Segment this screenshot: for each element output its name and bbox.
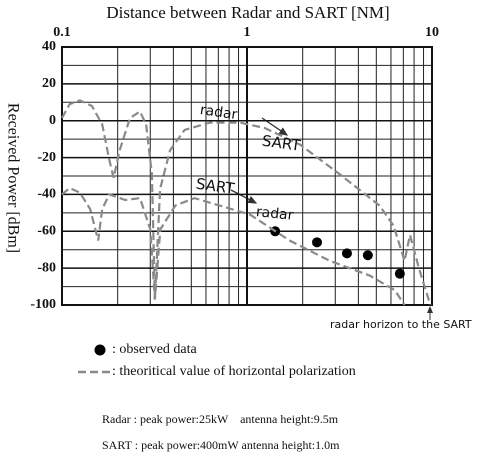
- theory-curve: [61, 186, 406, 306]
- chart-title: Distance between Radar and SART [NM]: [106, 3, 389, 22]
- y-tick-label: 40: [42, 39, 56, 54]
- y-tick-label: -80: [37, 260, 56, 275]
- observed-point: [394, 268, 405, 279]
- annotation: radar horizon to the SART: [330, 318, 472, 331]
- legend-label: : observed data: [112, 342, 198, 357]
- plot-frame: [61, 46, 433, 306]
- legend-label: : theoritical value of horizontal polari…: [112, 364, 356, 379]
- annotation: SART: [261, 132, 303, 155]
- observed-point: [362, 250, 373, 261]
- annotation: SART: [195, 175, 237, 198]
- y-tick-label: -100: [30, 297, 56, 312]
- y-tick-label: -20: [37, 150, 56, 165]
- annotation-arrow: [230, 189, 258, 204]
- y-tick-label: -60: [37, 224, 56, 239]
- annotation: radar: [199, 102, 239, 123]
- x-tick-label: 0.1: [53, 25, 71, 40]
- note: Radar : peak power:25kW antenna height:9…: [102, 412, 339, 426]
- theory-curve: [61, 99, 432, 306]
- note: SART : peak power:400mW antenna height:1…: [102, 438, 340, 452]
- y-tick-label: 0: [49, 113, 56, 128]
- legend-marker: [94, 344, 106, 356]
- y-axis-label: Received Power [dBm]: [4, 103, 21, 253]
- observed-point: [312, 237, 323, 248]
- annotation: radar: [255, 204, 294, 224]
- x-tick-label: 10: [425, 25, 439, 40]
- observed-point: [341, 248, 352, 259]
- x-tick-label: 1: [244, 25, 251, 40]
- y-tick-label: -40: [37, 187, 56, 202]
- y-tick-label: 20: [42, 76, 56, 91]
